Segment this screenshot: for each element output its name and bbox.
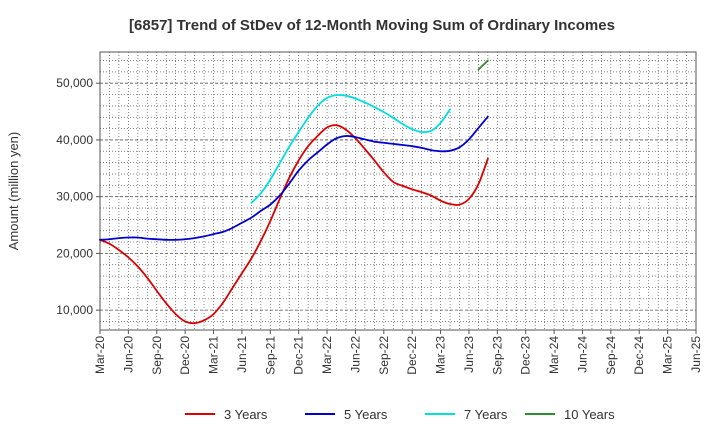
x-tick-label: Dec-20 <box>178 336 192 375</box>
x-tick-label: Dec-22 <box>405 336 419 375</box>
legend: 3 Years 5 Years 7 Years 10 Years <box>185 407 615 422</box>
legend-label: 10 Years <box>564 407 615 422</box>
x-tick-label: Mar-20 <box>93 336 107 374</box>
x-tick-label: Sep-23 <box>490 336 504 375</box>
series-line-5-years <box>99 115 489 241</box>
x-tick-label: Dec-24 <box>632 336 646 375</box>
x-tick-label: Jun-24 <box>575 336 589 373</box>
x-tick-label: Sep-24 <box>604 336 618 375</box>
y-axis-label: Amount (million yen) <box>6 132 21 251</box>
legend-label: 3 Years <box>224 407 268 422</box>
series-line-10-years <box>477 59 489 71</box>
y-tick-label: 30,000 <box>56 190 93 204</box>
y-tick-label: 10,000 <box>56 303 93 317</box>
legend-label: 5 Years <box>344 407 388 422</box>
x-tick-label: Jun-20 <box>121 336 135 373</box>
x-tick-label: Mar-24 <box>547 336 561 374</box>
x-tick-label: Sep-22 <box>377 336 391 375</box>
series-line-7-years <box>250 94 451 204</box>
y-tick-label: 40,000 <box>56 133 93 147</box>
legend-label: 7 Years <box>464 407 508 422</box>
x-tick-label: Jun-25 <box>689 336 703 373</box>
x-tick-label: Dec-21 <box>292 336 306 375</box>
chart-title: [6857] Trend of StDev of 12-Month Moving… <box>129 17 615 34</box>
x-tick-label: Jun-23 <box>462 336 476 373</box>
series-lines <box>99 59 489 325</box>
x-axis-ticks: Mar-20 Jun-20 Sep-20 Dec-20 Mar-21 Jun-21 Sep-… <box>93 330 703 375</box>
x-tick-label: Jun-22 <box>348 336 362 373</box>
x-tick-label: Mar-21 <box>207 336 221 374</box>
grid-lines <box>99 52 697 330</box>
y-tick-label: 20,000 <box>56 246 93 260</box>
series-line-3-years <box>99 124 489 325</box>
x-tick-label: Dec-23 <box>519 336 533 375</box>
plot-area-border <box>99 51 697 331</box>
x-tick-label: Sep-21 <box>263 336 277 375</box>
y-axis-ticks: 10,000 20,000 30,000 40,000 50,000 <box>56 76 100 317</box>
x-tick-label: Mar-22 <box>320 336 334 374</box>
y-tick-label: 50,000 <box>56 76 93 90</box>
x-tick-label: Mar-25 <box>661 336 675 374</box>
x-tick-label: Sep-20 <box>150 336 164 375</box>
x-tick-label: Mar-23 <box>434 336 448 374</box>
x-tick-label: Jun-21 <box>235 336 249 373</box>
